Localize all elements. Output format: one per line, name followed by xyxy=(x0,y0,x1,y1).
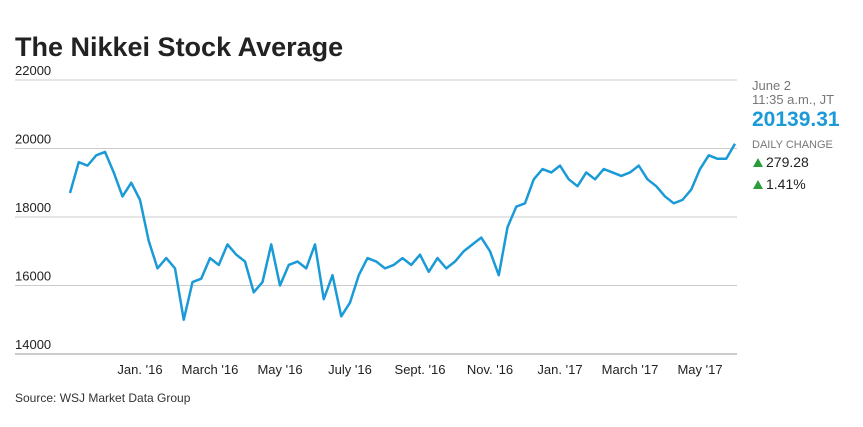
price-line xyxy=(68,143,737,321)
y-tick-label: 22000 xyxy=(15,63,51,78)
y-tick-label: 18000 xyxy=(15,200,51,215)
x-tick-label: May '16 xyxy=(257,362,302,377)
up-arrow xyxy=(753,158,763,167)
y-tick-label: 16000 xyxy=(15,269,51,284)
y-tick-label: 14000 xyxy=(15,337,51,352)
latest-date: June 2 xyxy=(752,78,791,93)
y-tick-label: 20000 xyxy=(15,132,51,147)
change-label: DAILY CHANGE xyxy=(752,139,833,151)
x-tick-label: Sept. '16 xyxy=(395,362,446,377)
source: Source: WSJ Market Data Group xyxy=(15,391,191,405)
x-tick-label: March '17 xyxy=(602,362,659,377)
x-tick-label: July '16 xyxy=(328,362,372,377)
x-tick-label: March '16 xyxy=(182,362,239,377)
chart-title: The Nikkei Stock Average xyxy=(15,32,343,62)
x-tick-label: May '17 xyxy=(677,362,722,377)
x-tick-label: Nov. '16 xyxy=(467,362,513,377)
latest-time: 11:35 a.m., JT xyxy=(752,92,834,107)
x-tick-label: Jan. '17 xyxy=(537,362,582,377)
up-arrow xyxy=(753,180,763,189)
change-pct: 1.41% xyxy=(766,176,806,192)
latest-value: 20139.31 xyxy=(752,108,840,131)
change: 279.28 xyxy=(766,154,809,170)
x-tick-label: Jan. '16 xyxy=(117,362,162,377)
